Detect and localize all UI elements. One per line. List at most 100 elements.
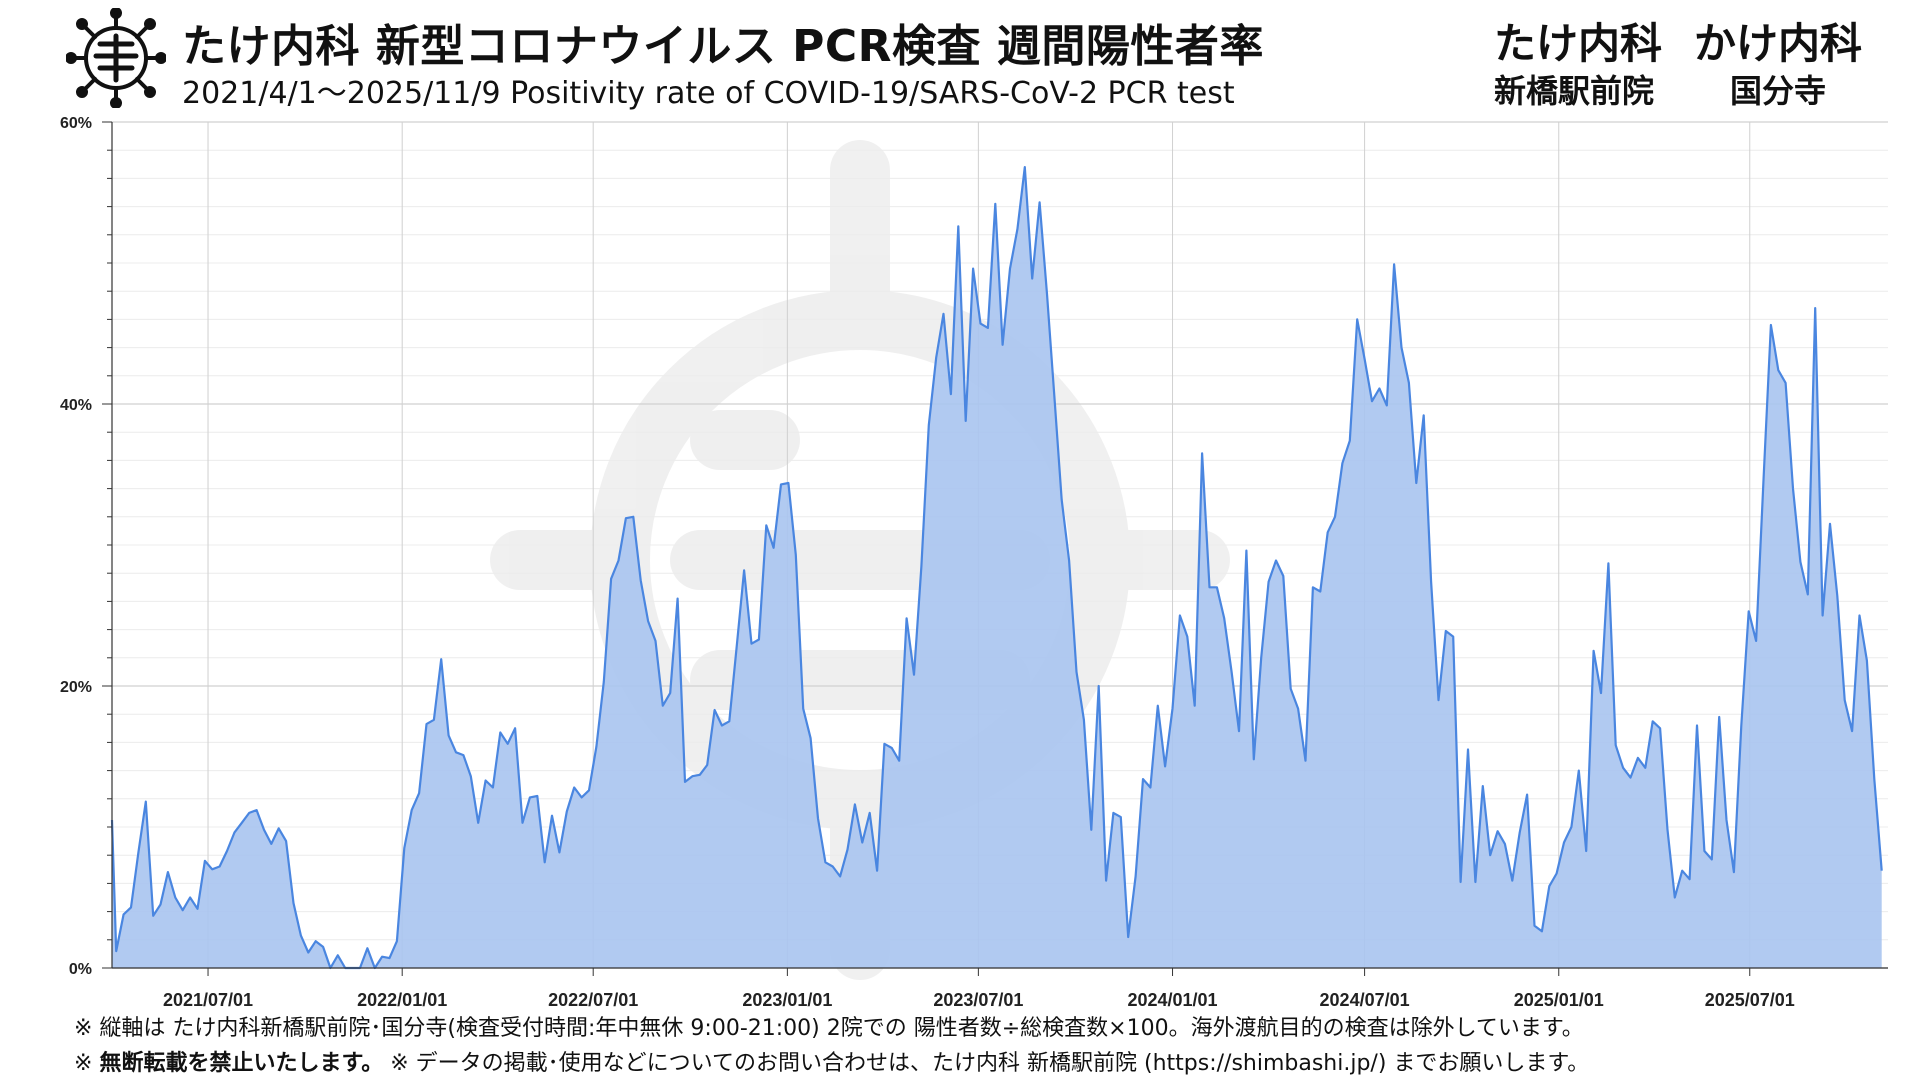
data-point [1105, 879, 1107, 881]
data-point [1061, 499, 1063, 501]
data-point [743, 569, 745, 571]
data-point [1533, 925, 1535, 927]
data-point [366, 947, 368, 949]
data-point [913, 674, 915, 676]
data-point [248, 812, 250, 814]
data-point [499, 731, 501, 733]
y-tick-label: 40% [60, 397, 92, 414]
data-point [1149, 786, 1151, 788]
data-point [1637, 757, 1639, 759]
data-point [1260, 657, 1262, 659]
data-point [1541, 930, 1543, 932]
data-point [1171, 707, 1173, 709]
data-point [1408, 382, 1410, 384]
data-point [1024, 166, 1026, 168]
data-point [617, 559, 619, 561]
data-point [780, 483, 782, 485]
data-point [470, 775, 472, 777]
data-point [1282, 575, 1284, 577]
data-point [979, 322, 981, 324]
data-point [1290, 688, 1292, 690]
data-point [418, 792, 420, 794]
data-point [1666, 829, 1668, 831]
y-tick-label: 60% [60, 115, 92, 132]
data-point [1563, 841, 1565, 843]
data-point [137, 851, 139, 853]
data-point [159, 903, 161, 905]
data-point [1607, 562, 1609, 564]
data-point [196, 908, 198, 910]
data-point [846, 848, 848, 850]
data-point [905, 617, 907, 619]
data-point [447, 734, 449, 736]
data-point [1600, 692, 1602, 694]
data-point [1459, 881, 1461, 883]
data-point [1681, 870, 1683, 872]
data-point [1371, 400, 1373, 402]
data-point [270, 843, 272, 845]
data-point [307, 951, 309, 953]
y-tick-label: 20% [60, 679, 92, 696]
data-point [625, 517, 627, 519]
data-point [1341, 462, 1343, 464]
data-point [1120, 816, 1122, 818]
data-point [1696, 724, 1698, 726]
data-point [1770, 324, 1772, 326]
data-point [898, 760, 900, 762]
data-point [322, 946, 324, 948]
data-point [1127, 936, 1129, 938]
data-point [462, 754, 464, 756]
data-point [588, 789, 590, 791]
data-point [640, 579, 642, 581]
data-point [994, 203, 996, 205]
data-point [1740, 724, 1742, 726]
data-point [869, 812, 871, 814]
footer-note-2-rest: ※ データの掲載･使用などについてのお問い合わせは、たけ内科 新橋駅前院 (ht… [383, 1051, 1590, 1076]
data-point [647, 620, 649, 622]
data-point [544, 861, 546, 863]
data-point [278, 827, 280, 829]
data-point [315, 940, 317, 942]
data-point [721, 724, 723, 726]
data-point [1179, 614, 1181, 616]
virus-logo-icon [65, 7, 167, 109]
data-point [388, 957, 390, 959]
data-point [1083, 719, 1085, 721]
data-point [1363, 358, 1365, 360]
data-point [942, 313, 944, 315]
data-point [573, 786, 575, 788]
data-point [145, 800, 147, 802]
data-point [1578, 769, 1580, 771]
data-point [662, 705, 664, 707]
data-point [1031, 277, 1033, 279]
footer-note-2: ※ 無断転載を禁止いたします。 ※ データの掲載･使用などについてのお問い合わせ… [74, 1045, 1589, 1077]
data-point [440, 658, 442, 660]
data-point [1873, 778, 1875, 780]
data-point [654, 640, 656, 642]
data-point [965, 420, 967, 422]
data-point [1201, 452, 1203, 454]
data-point [218, 865, 220, 867]
data-point [484, 779, 486, 781]
data-point [758, 638, 760, 640]
data-point [1821, 614, 1823, 616]
data-point [1134, 875, 1136, 877]
data-point [189, 896, 191, 898]
data-point [1519, 831, 1521, 833]
x-tick-label: 2023/01/01 [742, 990, 832, 1010]
data-point [580, 796, 582, 798]
page-title: たけ内科 新型コロナウイルス PCR検査 週間陽性者率 [182, 21, 1264, 72]
footer-note-2-prefix: ※ [74, 1051, 100, 1076]
data-point [1711, 858, 1713, 860]
data-point [551, 815, 553, 817]
data-point [1297, 707, 1299, 709]
data-point [1836, 595, 1838, 597]
page-subtitle: 2021/4/1〜2025/11/9 Positivity rate of CO… [182, 76, 1235, 111]
data-point [832, 865, 834, 867]
data-point [1858, 614, 1860, 616]
data-point [1223, 617, 1225, 619]
data-point [1038, 201, 1040, 203]
data-point [676, 597, 678, 599]
data-point [1851, 730, 1853, 732]
data-point [1652, 720, 1654, 722]
